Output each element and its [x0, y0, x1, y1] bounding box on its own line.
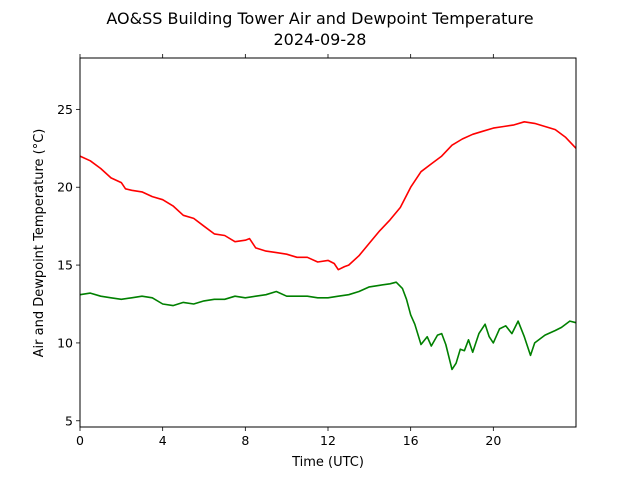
chart-subtitle: 2024-09-28 [274, 30, 367, 49]
chart-title: AO&SS Building Tower Air and Dewpoint Te… [106, 9, 533, 28]
x-axis-label: Time (UTC) [291, 455, 364, 470]
series-line-1 [79, 121, 577, 271]
y-axis-ticks: 5 10 15 20 25 [57, 102, 80, 428]
y-tick-label: 25 [57, 102, 73, 117]
y-tick-label: 10 [57, 335, 73, 350]
x-axis-ticks: 0 4 8 12 16 20 [76, 54, 501, 448]
x-tick-label: 20 [485, 433, 501, 448]
x-tick-label: 16 [403, 433, 419, 448]
y-tick-label: 20 [57, 180, 73, 195]
plot-frame [79, 57, 577, 428]
x-tick-label: 4 [159, 433, 167, 448]
y-tick-label: 15 [57, 258, 73, 273]
x-tick-label: 0 [76, 433, 84, 448]
y-axis-label: Air and Dewpoint Temperature (°C) [32, 129, 47, 358]
series-line-2 [79, 281, 577, 371]
plot-lines [79, 121, 577, 371]
x-tick-label: 8 [241, 433, 249, 448]
x-tick-label: 12 [320, 433, 336, 448]
y-tick-label: 5 [65, 413, 73, 428]
